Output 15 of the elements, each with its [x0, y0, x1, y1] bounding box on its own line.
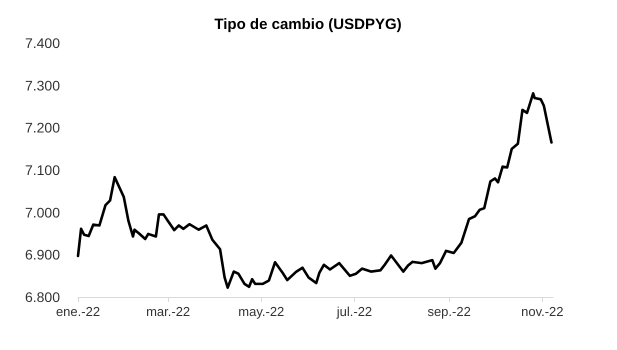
x-tick-label: ene.-22 [56, 304, 100, 319]
y-tick-label: 7.400 [24, 35, 60, 51]
y-tick-label: 6.900 [24, 246, 60, 263]
x-tick-label: mar.-22 [146, 304, 190, 319]
chart-title: Tipo de cambio (USDPYG) [214, 16, 402, 33]
y-tick-label: 7.100 [24, 162, 60, 178]
y-tick-label: 7.300 [24, 77, 60, 94]
y-tick-label: 6.800 [24, 289, 60, 305]
x-tick-label: nov.-22 [521, 304, 564, 319]
x-tick-label: may.-22 [238, 304, 284, 319]
x-tick-label: jul.-22 [336, 304, 372, 319]
y-tick-label: 7.000 [24, 204, 60, 220]
x-tick-label: sep.-22 [427, 304, 471, 319]
line-series [76, 92, 553, 289]
y-tick-label: 7.200 [24, 120, 60, 136]
